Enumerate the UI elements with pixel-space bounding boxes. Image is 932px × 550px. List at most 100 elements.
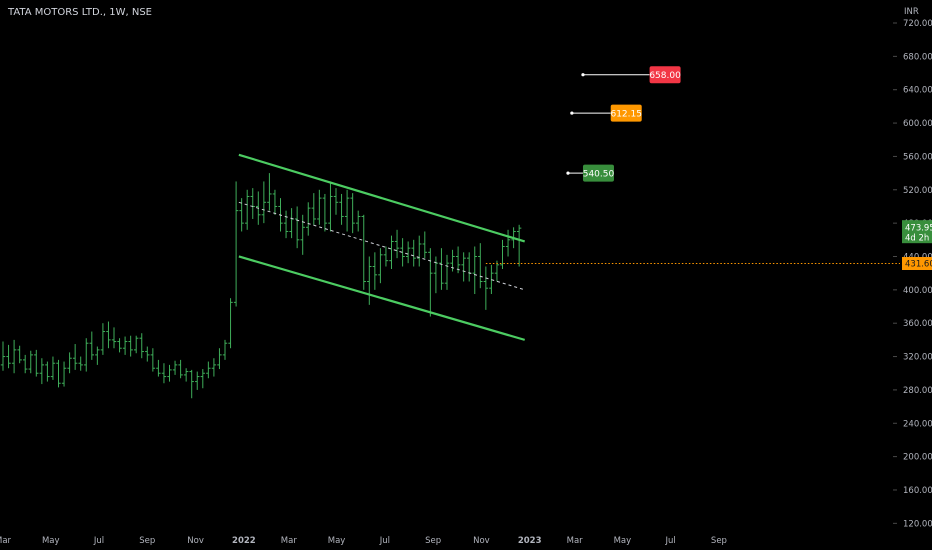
y-tick-label: 240.00 xyxy=(903,419,932,429)
ohlc-bar xyxy=(394,229,400,259)
target-label: 658.00 xyxy=(649,71,681,81)
ohlc-bar xyxy=(405,241,411,264)
ohlc-bar xyxy=(222,339,228,360)
last-price-box xyxy=(902,220,932,244)
price-bars xyxy=(0,173,522,399)
x-tick-label: 2022 xyxy=(232,536,256,546)
ohlc-bar xyxy=(239,198,244,232)
ohlc-bar xyxy=(150,348,156,372)
ohlc-bar xyxy=(178,359,183,379)
ohlc-bar xyxy=(300,214,305,255)
ohlc-bar xyxy=(89,331,94,360)
ohlc-bar xyxy=(161,363,167,384)
target-box xyxy=(610,104,642,122)
ohlc-bar xyxy=(128,335,133,357)
last-price-countdown: 4d 2h xyxy=(905,234,929,244)
ohlc-bar xyxy=(172,360,178,375)
ohlc-bar xyxy=(272,189,278,215)
ohlc-bar xyxy=(28,350,33,374)
ohlc-bar xyxy=(61,361,67,387)
x-tick-label: Mar xyxy=(567,536,584,546)
ohlc-bar xyxy=(478,243,483,289)
ohlc-bar xyxy=(183,368,189,382)
ohlc-bar xyxy=(411,239,416,267)
target-612.15: 612.15 xyxy=(570,104,642,122)
ohlc-bar xyxy=(317,189,322,225)
target-label: 612.15 xyxy=(610,110,642,120)
ohlc-bar xyxy=(455,246,461,274)
y-tick-label: 200.00 xyxy=(903,453,932,463)
channel-upper-line xyxy=(238,153,526,243)
chart-title: TATA MOTORS LTD., 1W, NSE xyxy=(8,7,152,18)
ohlc-bar xyxy=(50,356,56,380)
x-tick-label: Nov xyxy=(473,536,490,546)
ohlc-bar xyxy=(211,358,217,377)
ohlc-bar xyxy=(322,193,328,232)
ohlc-bar xyxy=(45,361,50,382)
ohlc-bar xyxy=(156,359,161,377)
x-tick-label: Sep xyxy=(425,536,441,546)
ohlc-bar xyxy=(139,333,144,359)
ohlc-bar xyxy=(67,352,72,374)
support-price-box xyxy=(902,256,932,270)
x-tick-label: May xyxy=(328,536,346,546)
x-tick-label: Jul xyxy=(665,536,676,546)
ohlc-bar xyxy=(233,181,239,307)
ohlc-bar xyxy=(195,371,200,390)
target-box xyxy=(582,164,614,182)
ohlc-bar xyxy=(516,224,522,267)
ohlc-bar xyxy=(56,359,61,388)
target-box xyxy=(649,66,681,84)
x-tick-label: Mar xyxy=(281,536,298,546)
ohlc-bar xyxy=(34,349,39,377)
ohlc-bar xyxy=(333,188,339,215)
ohlc-bar xyxy=(344,189,350,232)
last-price-label: 473.95 xyxy=(905,224,932,234)
ohlc-bar xyxy=(372,252,378,290)
ohlc-bar xyxy=(311,193,316,225)
time-axis: Mar May Jul Sep Nov 2022 Mar May Jul Sep Nov 2023 Ma… xyxy=(0,536,727,546)
x-tick-label: Sep xyxy=(139,536,155,546)
ohlc-bar xyxy=(500,239,505,269)
ohlc-bar xyxy=(444,254,450,290)
ohlc-bar xyxy=(100,323,106,355)
ohlc-bar xyxy=(167,364,172,382)
y-tick-label: 720.00 xyxy=(903,19,932,29)
y-tick-label: 400.00 xyxy=(903,286,932,296)
y-tick-label: 560.00 xyxy=(903,152,932,162)
y-tick-label: 160.00 xyxy=(903,486,932,496)
ohlc-bar xyxy=(422,231,427,259)
ohlc-bar xyxy=(428,248,433,317)
ohlc-bar xyxy=(383,246,389,267)
x-tick-label: 2023 xyxy=(518,536,542,546)
ohlc-bar xyxy=(117,338,122,353)
y-tick-label: 520.00 xyxy=(903,186,932,196)
ohlc-bar xyxy=(461,252,466,282)
ohlc-bar xyxy=(17,345,22,364)
ohlc-bar xyxy=(217,348,222,370)
ohlc-bar xyxy=(367,256,372,305)
ohlc-bar xyxy=(328,181,333,232)
ohlc-bar xyxy=(23,354,28,374)
ohlc-bar xyxy=(294,206,300,249)
ohlc-bar xyxy=(361,214,366,290)
ohlc-bar xyxy=(111,327,117,349)
y-tick-label: 640.00 xyxy=(903,86,932,96)
x-tick-label: Sep xyxy=(711,536,727,546)
target-labels: 658.00 612.15 540.50 xyxy=(566,66,681,182)
ohlc-bar xyxy=(283,210,289,239)
y-tick-label: 360.00 xyxy=(903,319,932,329)
x-tick-label: Jul xyxy=(93,536,104,546)
x-tick-label: May xyxy=(42,536,60,546)
ohlc-bar xyxy=(389,235,394,269)
price-axis: INR 120.00 160.00 200.00 240.00 280.00 320.00 3… xyxy=(893,7,932,529)
ohlc-bar xyxy=(106,321,111,349)
ohlc-bar xyxy=(84,338,89,372)
y-tick-label: 120.00 xyxy=(903,519,932,529)
ohlc-bar xyxy=(494,260,500,282)
y-tick-label: 280.00 xyxy=(903,386,932,396)
ohlc-bar xyxy=(339,193,344,225)
ohlc-bar xyxy=(78,356,83,371)
